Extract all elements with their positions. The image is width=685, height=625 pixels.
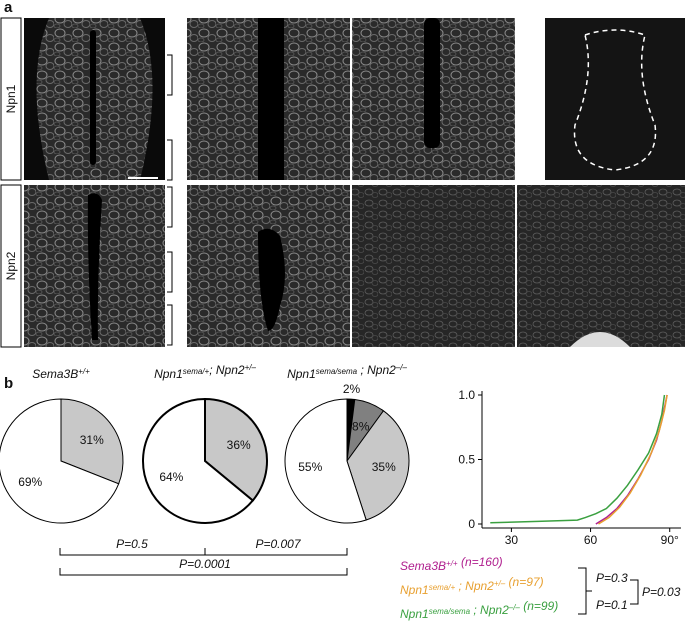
legend-entry: Sema3B+/+ (n=160) <box>400 555 503 573</box>
slice-label: 31% <box>80 433 104 447</box>
slice-label: 2% <box>343 382 361 396</box>
p-value: P=0.0001 <box>179 557 231 571</box>
text-part: (n=160) <box>458 555 503 569</box>
superscript: sema/sema <box>316 367 358 376</box>
panel-label: a <box>4 0 13 16</box>
text-part: (n=99) <box>520 599 558 613</box>
slice-label: 35% <box>372 460 396 474</box>
p-value: P=0.3 <box>596 571 628 585</box>
text-part: Sema3B <box>32 367 78 381</box>
y-tick-label: 0 <box>468 517 475 531</box>
superscript: –/– <box>508 603 521 612</box>
superscript: +/– <box>494 579 506 588</box>
pie-slice <box>60 398 124 485</box>
row-label: Npn2 <box>4 251 18 280</box>
slice-label: 64% <box>159 470 183 484</box>
text-part: ; Npn2 <box>357 363 396 377</box>
bracket <box>578 567 639 615</box>
text-part: Npn1 <box>400 607 429 621</box>
pie-slice <box>142 397 255 524</box>
p-value: P=0.5 <box>116 537 148 551</box>
x-tick-label: 60 <box>584 533 598 547</box>
text-part: ; Npn2 <box>470 603 509 617</box>
text-part: ; Npn2 <box>455 579 494 593</box>
text-part: Npn1 <box>154 367 183 381</box>
micrographs <box>0 17 685 348</box>
bracket <box>59 548 348 576</box>
superscript: +/+ <box>78 367 90 376</box>
pie-slice <box>284 398 367 524</box>
p-value: P=0.007 <box>255 537 301 551</box>
x-tick-label: 90° <box>661 533 679 547</box>
superscript: +/+ <box>446 559 458 568</box>
p-value: P=0.1 <box>596 598 628 612</box>
text-part: Sema3B <box>400 559 446 573</box>
pie-slice <box>346 410 410 521</box>
x-tick-label: 30 <box>505 533 519 547</box>
slice-label: 69% <box>18 475 42 489</box>
row-label: Npn1 <box>4 84 18 113</box>
pie-title: Npn1sema/+; Npn2+/– <box>154 363 256 381</box>
superscript: sema/+ <box>429 583 456 592</box>
text-part: Npn1 <box>400 583 429 597</box>
slice-label: 36% <box>227 438 251 452</box>
pie-slice <box>204 397 268 502</box>
slice-label: 55% <box>298 460 322 474</box>
text-part: ; Npn2 <box>209 363 245 377</box>
pie-title: Sema3B+/+ <box>32 367 90 381</box>
legend-entry: Npn1sema/+ ; Npn2+/– (n=97) <box>400 575 544 597</box>
p-value: P=0.03 <box>642 585 681 599</box>
text-part: Npn1 <box>287 367 316 381</box>
legend-entry: Npn1sema/sema ; Npn2–/– (n=99) <box>400 599 558 621</box>
superscript: +/– <box>245 363 257 372</box>
cumulative-line <box>598 394 668 525</box>
pie-title: Npn1sema/sema ; Npn2–/– <box>287 363 407 381</box>
superscript: sema/sema <box>429 607 471 616</box>
cumulative-line <box>595 394 668 525</box>
superscript: sema/+ <box>183 367 210 376</box>
panel-label: b <box>4 375 13 392</box>
cumulative-line <box>490 394 666 524</box>
text-part: (n=97) <box>505 575 543 589</box>
y-tick-label: 1.0 <box>458 388 475 402</box>
slice-label: 8% <box>352 419 370 433</box>
pie-slice <box>0 398 120 524</box>
superscript: –/– <box>395 363 408 372</box>
y-tick-label: 0.5 <box>458 453 475 467</box>
